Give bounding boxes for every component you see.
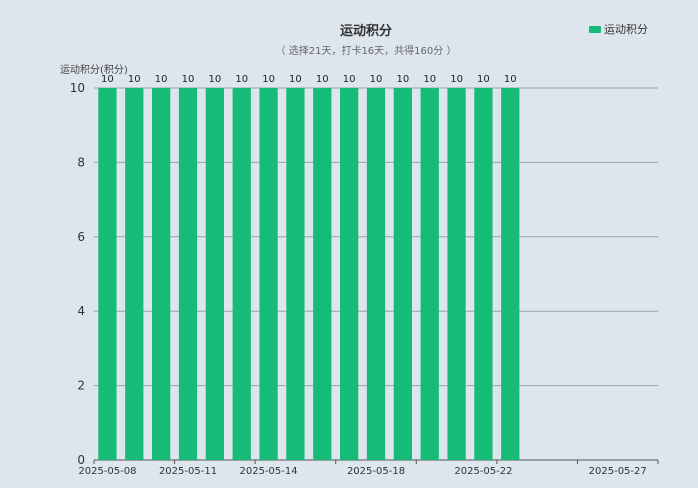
bar[interactable] (420, 88, 439, 460)
x-tick-label: 2025-05-22 (454, 466, 512, 477)
data-label: 10 (262, 74, 275, 85)
x-axis-ticks: 2025-05-08 2025-05-11 2025-05-14 2025-05-18… (78, 460, 659, 477)
y-tick-label: 6 (77, 230, 85, 244)
chart-title: 运动积分 (340, 23, 392, 39)
bar[interactable] (313, 88, 332, 460)
data-labels: 10 10 10 10 10 10 10 10 10 10 10 10 10 10 10 10 (101, 74, 517, 85)
y-tick-label: 2 (77, 379, 85, 393)
bar[interactable] (259, 88, 278, 460)
bar[interactable] (232, 88, 251, 460)
y-axis-ticks: 0 2 4 6 8 10 (70, 81, 85, 467)
data-label: 10 (101, 74, 114, 85)
bar[interactable] (340, 88, 359, 460)
y-axis-label: 运动积分(积分) (60, 64, 128, 76)
data-label: 10 (423, 74, 436, 85)
data-label: 10 (289, 74, 302, 85)
data-label: 10 (208, 74, 221, 85)
bars (98, 88, 520, 460)
data-label: 10 (504, 74, 517, 85)
bar[interactable] (152, 88, 171, 460)
legend-label: 运动积分 (604, 23, 648, 36)
bar[interactable] (125, 88, 144, 460)
x-tick-label: 2025-05-18 (347, 466, 405, 477)
data-label: 10 (396, 74, 409, 85)
data-label: 10 (370, 74, 383, 85)
y-tick-label: 10 (70, 81, 85, 95)
bar[interactable] (286, 88, 305, 460)
bar[interactable] (474, 88, 493, 460)
x-tick-label: 2025-05-11 (159, 466, 217, 477)
y-tick-label: 8 (77, 155, 85, 169)
legend[interactable]: 运动积分 (589, 23, 648, 36)
data-label: 10 (128, 74, 141, 85)
data-label: 10 (235, 74, 248, 85)
x-tick-label: 2025-05-27 (589, 466, 647, 477)
data-label: 10 (316, 74, 329, 85)
bar[interactable] (205, 88, 224, 460)
bar[interactable] (366, 88, 386, 460)
chart-subtitle: （ 选择21天，打卡16天，共得160分 ） (276, 44, 457, 57)
x-tick-label: 2025-05-08 (78, 466, 136, 477)
x-tick-label: 2025-05-14 (240, 466, 298, 477)
bar[interactable] (447, 88, 466, 460)
bar[interactable] (178, 88, 198, 460)
data-label: 10 (477, 74, 490, 85)
y-tick-label: 0 (77, 453, 85, 467)
bar[interactable] (393, 88, 412, 460)
data-label: 10 (343, 74, 356, 85)
data-label: 10 (155, 74, 168, 85)
bar[interactable] (501, 88, 520, 460)
data-label: 10 (450, 74, 463, 85)
legend-swatch (589, 26, 601, 33)
bar[interactable] (98, 88, 117, 460)
data-label: 10 (182, 74, 195, 85)
y-tick-label: 4 (77, 304, 85, 318)
